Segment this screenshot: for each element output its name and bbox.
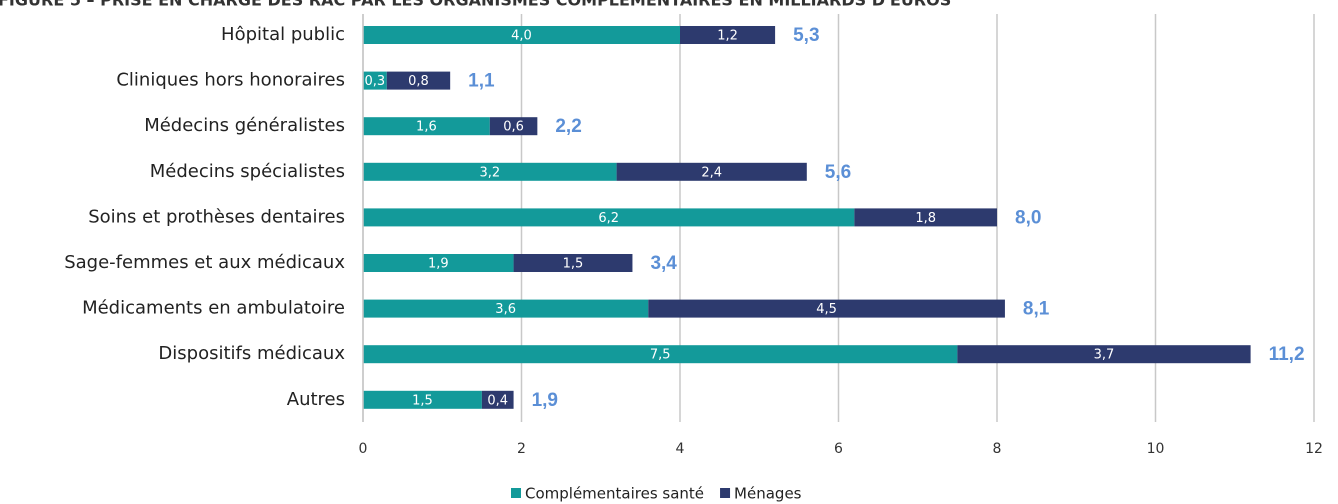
data-label: 3,6 xyxy=(495,302,516,317)
bar-segment xyxy=(363,254,514,272)
bar-segment xyxy=(363,390,482,409)
y-tick-label: Médicaments en ambulatoire xyxy=(82,298,345,319)
bar-segment xyxy=(363,299,649,318)
bar-segment xyxy=(363,208,855,227)
x-tick-label: 12 xyxy=(1305,441,1323,457)
data-label: 0,4 xyxy=(487,393,508,408)
legend-label: Complémentaires santé xyxy=(525,485,704,503)
legend-label: Ménages xyxy=(734,485,802,503)
bar-segment xyxy=(386,71,451,90)
data-label: 1,8 xyxy=(915,211,936,226)
data-label: 4,0 xyxy=(511,29,532,44)
y-tick-label: Sage-femmes et aux médicaux xyxy=(64,252,345,273)
data-label: 1,5 xyxy=(412,393,433,408)
total-label: 1,1 xyxy=(468,71,495,92)
y-tick-label: Hôpital public xyxy=(221,24,345,45)
y-tick-label: Soins et prothèses dentaires xyxy=(88,206,345,227)
data-label: 3,2 xyxy=(479,165,500,180)
legend-swatch xyxy=(720,488,731,498)
bar-segment xyxy=(481,390,514,409)
data-label: 6,2 xyxy=(598,211,619,226)
y-tick-label: Dispositifs médicaux xyxy=(158,343,345,364)
data-label: 3,7 xyxy=(1094,348,1115,363)
x-tick-label: 10 xyxy=(1147,441,1165,457)
bar-segment xyxy=(363,345,958,364)
bar-segment xyxy=(513,254,633,272)
x-tick-label: 2 xyxy=(517,441,526,457)
total-label: 5,3 xyxy=(793,25,819,46)
legend-swatch xyxy=(511,488,521,498)
data-label: 1,5 xyxy=(563,257,584,272)
bar-segment xyxy=(363,26,680,44)
y-tick-label: Cliniques hors honoraires xyxy=(116,70,345,91)
x-tick-label: 4 xyxy=(676,441,685,457)
data-label: 1,6 xyxy=(416,120,437,135)
bar-segment xyxy=(363,71,387,90)
bar-segment xyxy=(680,26,776,44)
y-tick-label: Médecins généralistes xyxy=(144,115,345,136)
y-tick-label: Médecins spécialistes xyxy=(150,161,345,182)
total-label: 11,2 xyxy=(1269,344,1305,365)
data-label: 7,5 xyxy=(650,348,671,363)
data-label: 4,5 xyxy=(816,302,837,317)
data-label: 1,2 xyxy=(717,29,738,44)
data-label: 2,4 xyxy=(701,165,722,180)
total-label: 8,0 xyxy=(1015,207,1041,228)
bar-segment xyxy=(363,117,490,136)
data-label: 0,8 xyxy=(408,74,429,89)
bar-segment xyxy=(957,345,1251,364)
total-label: 8,1 xyxy=(1023,299,1050,320)
data-label: 0,6 xyxy=(503,120,524,135)
x-tick-label: 0 xyxy=(359,441,368,457)
bar-segment xyxy=(363,162,617,181)
data-label: 1,9 xyxy=(428,257,449,272)
y-tick-label: Autres xyxy=(287,389,345,410)
x-tick-label: 6 xyxy=(834,441,843,457)
total-label: 1,9 xyxy=(532,390,558,411)
data-label: 0,3 xyxy=(365,74,386,89)
total-label: 3,4 xyxy=(650,253,677,274)
total-label: 2,2 xyxy=(555,116,581,137)
bar-segment xyxy=(648,299,1005,318)
chart-title: FIGURE 5 – PRISE EN CHARGE DES RAC PAR L… xyxy=(0,0,951,10)
bar-segment xyxy=(854,208,997,227)
bar-segment xyxy=(616,162,807,181)
total-label: 5,6 xyxy=(825,162,851,183)
x-tick-label: 8 xyxy=(993,441,1002,457)
bar-segment xyxy=(489,117,538,136)
